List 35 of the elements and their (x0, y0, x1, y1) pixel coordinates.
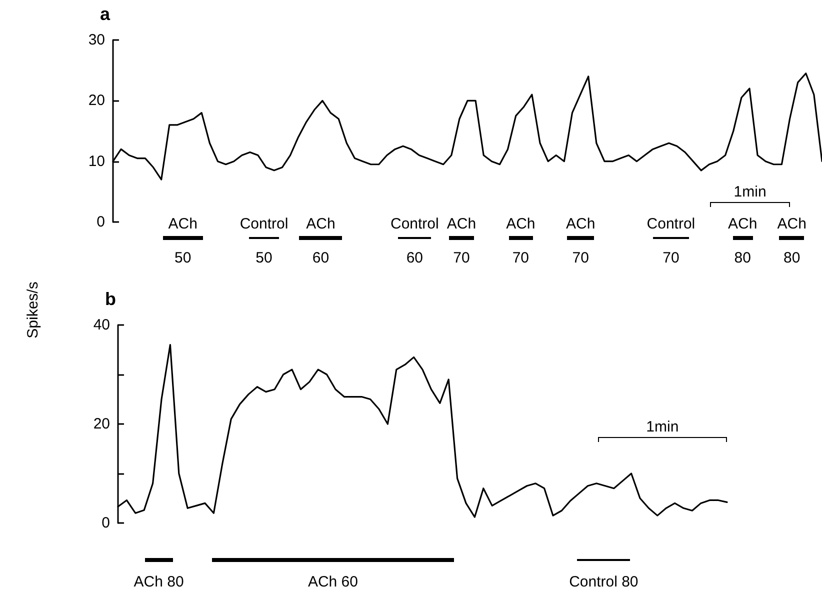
text: Control 80 (569, 574, 638, 590)
annotation: ACh (168, 216, 198, 232)
text: 80 (734, 250, 751, 266)
annotation: Control (646, 216, 696, 232)
text: 70 (572, 250, 589, 266)
annotation: ACh (446, 216, 476, 232)
text: 50 (174, 250, 192, 266)
chart-title: b (105, 289, 116, 309)
text: 70 (453, 250, 470, 266)
text: 60 (406, 250, 424, 266)
text: 70 (512, 250, 530, 266)
annotation: ACh (506, 216, 536, 232)
text: 60 (312, 250, 330, 266)
y-tick-label: 30 (88, 32, 105, 48)
annotation: Control (390, 216, 439, 232)
chart-title: a (100, 4, 111, 24)
annotation: ACh (728, 216, 758, 232)
y-axis-title: Spikes/s (24, 282, 42, 338)
text: 80 (784, 250, 800, 266)
annotation: ACh (566, 216, 596, 232)
text: 70 (662, 250, 680, 266)
annotation: 1min (646, 418, 679, 436)
y-tick-label: 0 (96, 214, 105, 230)
y-tick-label: 20 (88, 92, 105, 110)
y-tick-label: 20 (93, 416, 110, 432)
text: ACh 80 (134, 574, 184, 590)
y-tick-label: 10 (88, 152, 105, 170)
annotation: ACh (777, 216, 806, 232)
text: ACh 60 (308, 574, 358, 590)
annotation: ACh (306, 216, 336, 232)
y-tick-label: 0 (102, 514, 110, 532)
annotation: Control (240, 216, 288, 232)
text: 50 (256, 250, 272, 266)
y-tick-label: 40 (93, 316, 110, 334)
annotation: 1min (734, 184, 766, 200)
